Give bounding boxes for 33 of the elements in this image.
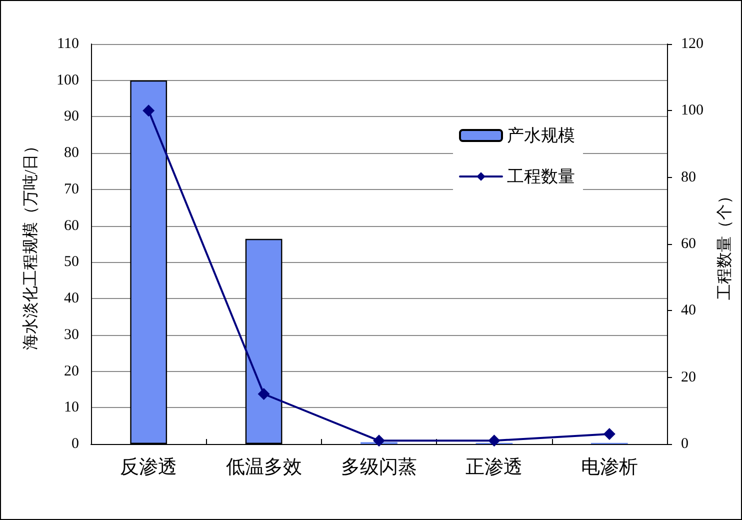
y2-tick-label: 60 xyxy=(681,236,696,252)
x-tick-label: 反渗透 xyxy=(120,457,178,478)
y-tick-label: 60 xyxy=(64,218,79,234)
y-tick-label: 100 xyxy=(56,72,79,88)
y2-tick-label: 80 xyxy=(681,169,696,186)
legend-label: 产水规模 xyxy=(507,126,575,145)
legend-label: 工程数量 xyxy=(507,167,575,186)
y2-axis-title: 工程数量（个） xyxy=(716,188,734,300)
x-tick-label: 低温多效 xyxy=(226,457,302,478)
y2-tick-label: 0 xyxy=(681,436,688,452)
point xyxy=(488,434,500,447)
x-tick-label: 电渗析 xyxy=(580,457,638,478)
y-tick-label: 0 xyxy=(72,436,79,452)
x-tick-label: 正渗透 xyxy=(466,457,523,478)
point xyxy=(142,104,155,117)
y2-tick-label: 20 xyxy=(681,369,696,386)
y-tick-label: 40 xyxy=(64,290,79,307)
y-tick-label: 10 xyxy=(64,400,79,416)
y-tick-label: 80 xyxy=(64,145,79,162)
x-tick-label: 多级闪蒸 xyxy=(341,457,417,478)
y-tick-label: 70 xyxy=(64,181,79,198)
point xyxy=(373,434,385,447)
y-tick-label: 90 xyxy=(64,108,79,125)
y-tick-label: 20 xyxy=(64,363,79,380)
y-tick-label: 110 xyxy=(57,36,79,52)
y2-tick-label: 100 xyxy=(681,102,704,119)
point xyxy=(603,428,616,440)
y2-tick-label: 120 xyxy=(681,36,704,52)
y-tick-label: 50 xyxy=(64,254,79,270)
y-tick-label: 30 xyxy=(64,326,79,343)
y2-tick-label: 40 xyxy=(681,302,696,319)
point xyxy=(258,388,270,400)
y-axis-title: 海水淡化工程规模（万吨/日） xyxy=(22,138,40,350)
